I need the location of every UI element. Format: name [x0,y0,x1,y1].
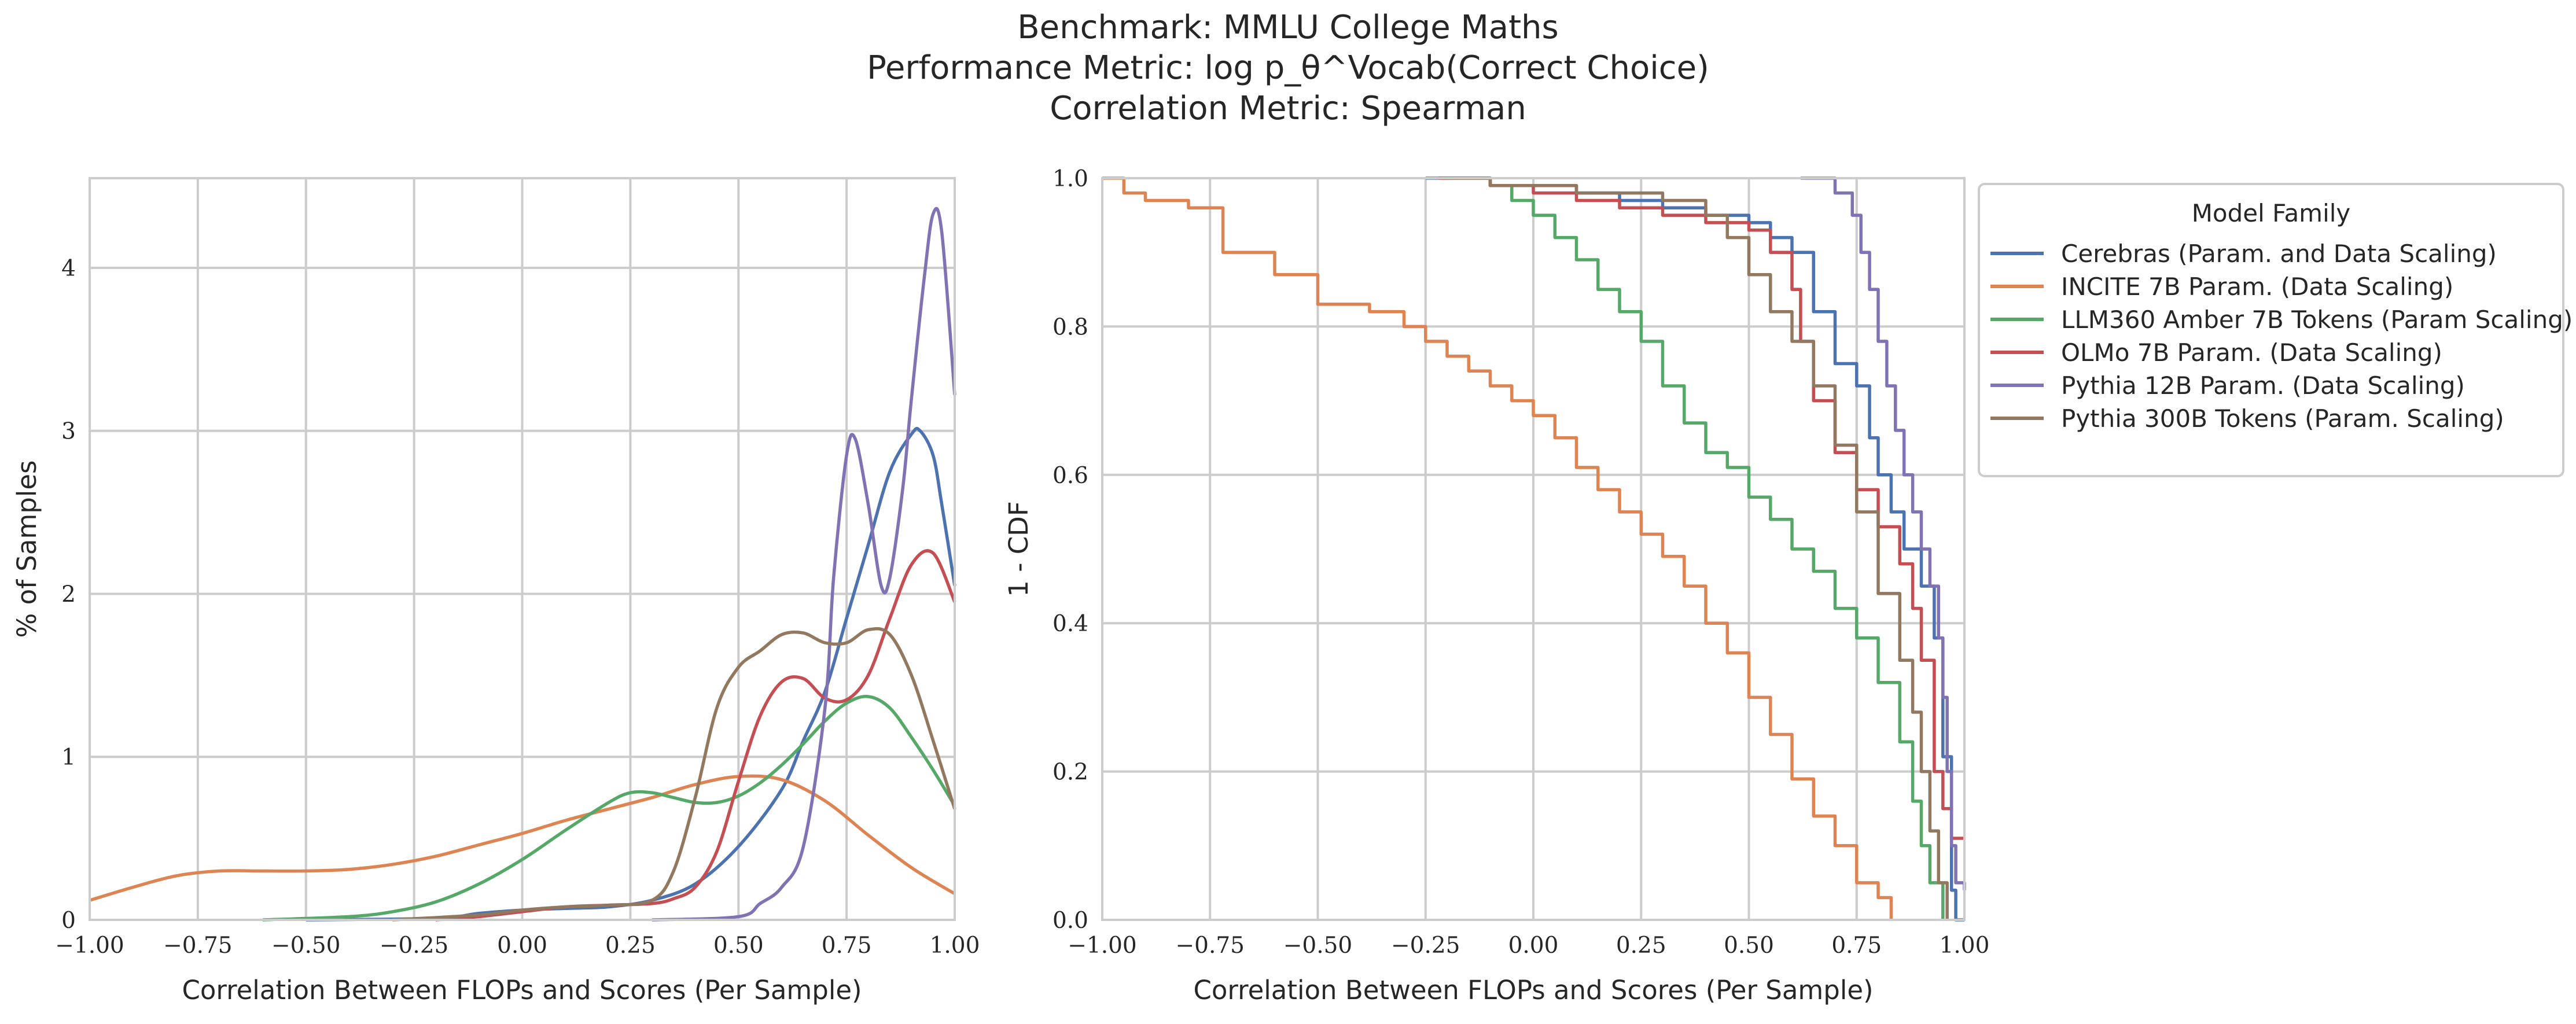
right-y-tick-label: 0.2 [1053,760,1088,786]
left-x-tick-label: −1.00 [55,933,124,959]
left-x-tick-label: −0.25 [380,933,449,959]
kde-grid [89,178,956,921]
right-y-tick-label: 0.4 [1053,611,1088,637]
left-series-line-pythia12b [652,207,956,922]
title-line2: Performance Metric: log p_θ^Vocab(Correc… [867,49,1709,87]
kde-panel: −1.00 −0.75 −0.50 −0.25 0.00 0.25 0.50 0.75 1.00… [12,177,980,1005]
right-y-tick-label: 0.8 [1053,314,1088,340]
right-series-line-pythia300b [1447,176,1949,920]
legend-items: Cerebras (Param. and Data Scaling) INCITE… [1990,240,2573,433]
right-series-line-pythia12b [1800,176,1966,890]
right-series-line-incite [1102,176,1893,920]
left-y-tick-label: 3 [61,419,76,445]
cdf-series [1102,176,1966,922]
kde-x-axis-label: Correlation Between FLOPs and Scores (Pe… [182,975,862,1005]
kde-y-ticks: 0 1 2 3 4 [61,256,76,934]
legend-label: LLM360 Amber 7B Tokens (Param Scaling) [2061,305,2573,334]
right-y-tick-label: 0.0 [1053,908,1088,934]
legend-label: INCITE 7B Param. (Data Scaling) [2061,272,2453,301]
left-x-tick-label: 0.50 [713,933,764,959]
legend-label: Pythia 12B Param. (Data Scaling) [2061,371,2465,400]
right-x-tick-label: 0.00 [1508,933,1559,959]
title-line1: Benchmark: MMLU College Maths [1017,9,1558,46]
legend: Model Family Cerebras (Param. and Data S… [1978,183,2573,477]
right-y-tick-label: 0.6 [1053,463,1088,489]
left-y-tick-label: 1 [61,745,76,771]
cdf-frame [1101,177,1966,921]
left-x-tick-label: 1.00 [930,933,980,959]
right-x-tick-label: 0.75 [1831,933,1882,959]
legend-label: Cerebras (Param. and Data Scaling) [2061,240,2497,268]
left-x-tick-label: 0.25 [605,933,656,959]
left-x-tick-label: 0.75 [822,933,872,959]
right-x-tick-label: 0.50 [1724,933,1774,959]
cdf-y-ticks: 0.0 0.2 0.4 0.6 0.8 1.0 [1053,166,1088,934]
right-x-tick-label: 1.00 [1940,933,1990,959]
kde-y-axis-label: % of Samples [12,461,42,638]
left-x-tick-label: 0.00 [497,933,547,959]
cdf-x-ticks: −1.00 −0.75 −0.50 −0.25 0.00 0.25 0.50 0.75 1.00 [1068,933,1989,959]
cdf-grid [1101,177,1966,921]
kde-frame [89,177,956,921]
cdf-panel: −1.00 −0.75 −0.50 −0.25 0.00 0.25 0.50 0.75 1.00… [1003,166,1989,1005]
cdf-x-axis-label: Correlation Between FLOPs and Scores (Pe… [1193,975,1873,1005]
right-x-tick-label: −0.75 [1175,933,1245,959]
cdf-y-axis-label: 1 - CDF [1003,501,1034,596]
right-x-tick-label: −0.50 [1283,933,1353,959]
legend-label: Pythia 300B Tokens (Param. Scaling) [2061,404,2504,433]
kde-x-ticks: −1.00 −0.75 −0.50 −0.25 0.00 0.25 0.50 0.75 1.00 [55,933,980,959]
right-x-tick-label: −0.25 [1391,933,1460,959]
right-x-tick-label: −1.00 [1068,933,1137,959]
legend-label: OLMo 7B Param. (Data Scaling) [2061,338,2442,367]
right-x-tick-label: 0.25 [1616,933,1666,959]
left-series-line-pythia300b [392,627,956,922]
legend-box [1978,183,2564,477]
left-y-tick-label: 4 [61,256,76,282]
right-series-line-olmo [1438,176,1964,840]
left-y-tick-label: 0 [61,908,76,934]
title-line3: Correlation Metric: Spearman [1050,90,1526,127]
left-y-tick-label: 2 [61,581,76,607]
left-x-tick-label: −0.50 [271,933,341,959]
kde-series [89,207,956,922]
legend-title: Model Family [2192,199,2351,227]
left-x-tick-label: −0.75 [163,933,233,959]
right-series-line-cerebras [1425,176,1964,922]
left-series-line-incite [89,774,956,902]
right-series-line-llm360 [1438,176,1945,920]
right-y-tick-label: 1.0 [1053,166,1088,192]
